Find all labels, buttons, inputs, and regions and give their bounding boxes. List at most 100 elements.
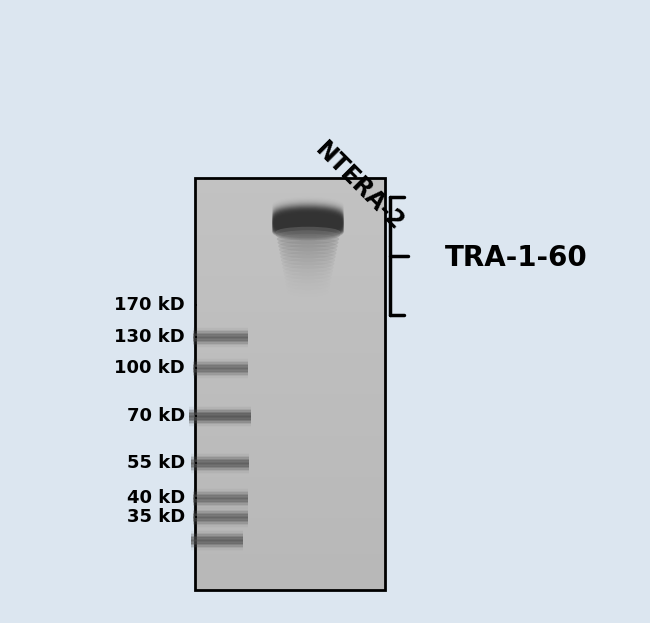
Bar <box>191 456 249 461</box>
Bar <box>192 371 248 376</box>
Bar <box>195 353 385 359</box>
Text: TRA-1-60: TRA-1-60 <box>445 244 588 272</box>
Bar <box>192 494 248 499</box>
Ellipse shape <box>276 231 340 240</box>
Bar <box>191 463 249 468</box>
Bar <box>192 488 248 493</box>
Bar <box>195 307 385 313</box>
Bar <box>189 419 251 424</box>
Bar <box>189 407 251 412</box>
Bar <box>192 518 248 524</box>
Bar <box>189 413 251 418</box>
Bar <box>195 426 385 431</box>
Bar <box>195 240 385 246</box>
Bar <box>195 255 385 262</box>
Bar <box>191 541 243 546</box>
Ellipse shape <box>272 204 344 221</box>
Bar <box>195 229 385 235</box>
Bar <box>195 497 385 503</box>
Bar <box>189 417 251 422</box>
Bar <box>195 533 385 540</box>
Bar <box>195 276 385 282</box>
Bar <box>195 194 385 199</box>
Bar <box>195 178 385 590</box>
Text: 130 kD: 130 kD <box>114 328 185 346</box>
Ellipse shape <box>272 219 344 235</box>
Bar <box>191 533 243 538</box>
Bar <box>195 327 385 333</box>
Text: 170 kD: 170 kD <box>114 296 185 314</box>
Bar <box>195 338 385 344</box>
Bar <box>192 364 248 369</box>
Bar <box>191 466 249 471</box>
Bar <box>192 333 248 338</box>
Ellipse shape <box>272 202 344 219</box>
Ellipse shape <box>276 227 341 237</box>
Bar <box>192 511 248 516</box>
Ellipse shape <box>272 222 344 238</box>
Bar <box>195 569 385 576</box>
Bar <box>192 335 248 340</box>
Bar <box>192 331 248 336</box>
Bar <box>195 518 385 524</box>
Bar <box>192 367 248 372</box>
Bar <box>195 250 385 256</box>
Text: NTERA-2: NTERA-2 <box>310 138 408 236</box>
Bar <box>195 363 385 369</box>
Bar <box>195 440 385 447</box>
Ellipse shape <box>272 221 344 237</box>
Bar <box>191 465 249 470</box>
Bar <box>195 358 385 364</box>
Bar <box>192 374 248 379</box>
Ellipse shape <box>272 212 344 229</box>
Bar <box>195 554 385 560</box>
Bar <box>192 337 248 342</box>
Bar <box>195 415 385 421</box>
Bar <box>195 292 385 297</box>
Bar <box>195 260 385 267</box>
Bar <box>192 368 248 373</box>
Bar <box>191 535 243 540</box>
Bar <box>192 336 248 341</box>
Bar <box>192 503 248 508</box>
Bar <box>191 536 243 541</box>
Bar <box>191 453 249 458</box>
Bar <box>195 574 385 581</box>
Bar <box>195 209 385 215</box>
Ellipse shape <box>281 259 334 269</box>
Bar <box>195 281 385 287</box>
Text: 70 kD: 70 kD <box>127 407 185 425</box>
Text: 100 kD: 100 kD <box>114 359 185 377</box>
Bar <box>191 531 243 536</box>
Bar <box>192 369 248 374</box>
Bar <box>195 492 385 498</box>
Bar <box>195 394 385 401</box>
Bar <box>195 477 385 483</box>
Bar <box>192 361 248 366</box>
Ellipse shape <box>279 244 337 255</box>
Bar <box>192 490 248 495</box>
Bar <box>191 462 249 467</box>
Ellipse shape <box>272 222 344 239</box>
Ellipse shape <box>278 237 339 248</box>
Ellipse shape <box>272 216 344 232</box>
Bar <box>192 339 248 344</box>
Bar <box>195 549 385 555</box>
Bar <box>195 472 385 478</box>
Bar <box>189 412 251 417</box>
Bar <box>195 508 385 514</box>
Bar <box>195 559 385 565</box>
Bar <box>191 457 249 462</box>
Bar <box>195 446 385 452</box>
Bar <box>195 503 385 508</box>
Bar <box>195 343 385 349</box>
Ellipse shape <box>283 269 332 280</box>
Bar <box>192 517 248 522</box>
Bar <box>192 373 248 378</box>
Bar <box>192 327 248 332</box>
Ellipse shape <box>272 210 344 227</box>
Bar <box>189 422 251 427</box>
Bar <box>195 487 385 493</box>
Bar <box>192 491 248 496</box>
Bar <box>195 265 385 272</box>
